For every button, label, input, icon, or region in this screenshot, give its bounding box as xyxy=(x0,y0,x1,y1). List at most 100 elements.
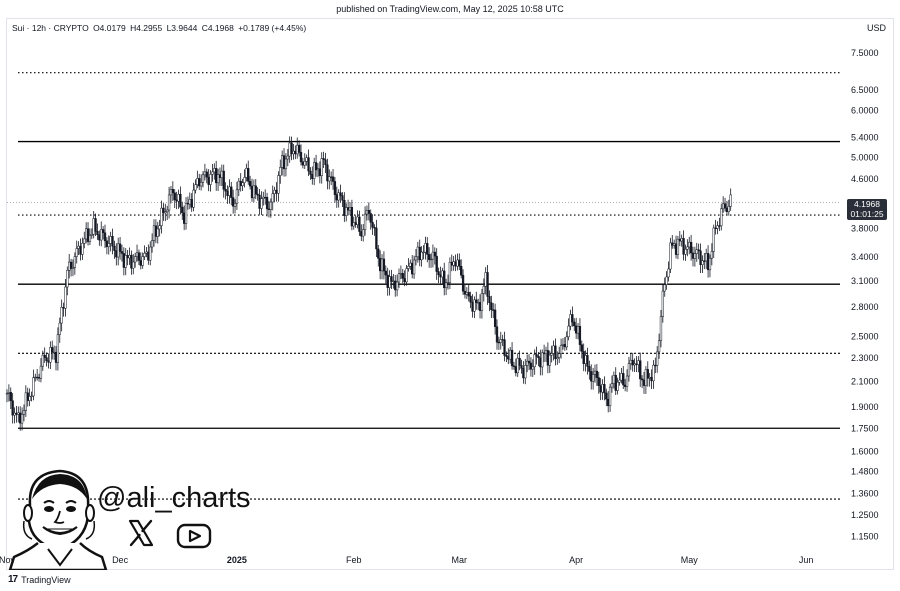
x-tick-label: Dec xyxy=(112,555,129,565)
candle-body xyxy=(322,158,325,161)
candle-body xyxy=(657,340,661,353)
candle-body xyxy=(301,161,305,166)
candle-body xyxy=(576,325,580,334)
high-value: H4.2955 xyxy=(130,23,163,33)
youtube-icon[interactable] xyxy=(176,522,212,550)
candle-body xyxy=(580,344,583,352)
candle-body xyxy=(279,167,282,176)
candle-body xyxy=(363,213,367,230)
candle-body xyxy=(286,155,289,160)
candle-body xyxy=(328,176,331,182)
candle-body xyxy=(152,225,156,241)
candle-body xyxy=(710,251,713,259)
candle-body xyxy=(356,216,359,225)
candle-body xyxy=(24,392,27,411)
y-tick-label: 6.0000 xyxy=(851,106,879,116)
candle-body xyxy=(373,227,376,229)
candle-body xyxy=(599,385,602,393)
candle-body xyxy=(629,359,632,364)
chart-frame[interactable] xyxy=(6,18,894,570)
tradingview-logo-text: TradingView xyxy=(21,574,71,585)
tradingview-logo[interactable]: 17 TradingView xyxy=(8,574,71,585)
candle-body xyxy=(426,243,429,255)
y-tick-label: 2.3000 xyxy=(851,353,879,363)
candle-body xyxy=(320,158,323,176)
candle-body xyxy=(510,349,514,367)
candle-body xyxy=(377,248,380,259)
candle-body xyxy=(720,208,723,227)
candle-body xyxy=(15,412,18,415)
candle-body xyxy=(697,249,700,252)
candle-body xyxy=(9,392,12,401)
candle-body xyxy=(307,157,310,172)
candle-body xyxy=(567,325,570,338)
y-tick-label: 1.4800 xyxy=(851,466,879,476)
candle-body xyxy=(414,256,418,261)
candle-body xyxy=(331,176,335,182)
candle-body xyxy=(531,366,534,370)
candle-body xyxy=(392,280,395,283)
candle-body xyxy=(654,364,657,367)
candle-body xyxy=(218,174,222,178)
y-tick-label: 1.6000 xyxy=(851,446,879,456)
candle-body xyxy=(435,255,438,272)
candle-body xyxy=(439,274,442,278)
candle-body xyxy=(397,273,401,283)
candle-body xyxy=(101,229,105,233)
candle-body xyxy=(64,286,67,309)
candle-body xyxy=(661,290,664,317)
candle-body xyxy=(588,366,591,372)
candle-body xyxy=(128,254,131,259)
candle-body xyxy=(428,254,431,260)
y-tick-label: 3.8000 xyxy=(851,223,879,233)
candle-body xyxy=(535,354,538,357)
candle-body xyxy=(429,258,433,261)
candle-body xyxy=(47,360,50,363)
candle-body xyxy=(173,192,176,201)
candle-body xyxy=(19,412,22,424)
candle-body xyxy=(252,185,256,199)
candle-body xyxy=(431,251,435,260)
candle-body xyxy=(216,174,220,184)
x-tick-label: Jun xyxy=(799,555,814,565)
x-logo-icon[interactable] xyxy=(126,518,156,548)
candle-body xyxy=(460,266,463,276)
candle-body xyxy=(591,374,595,382)
candle-body xyxy=(22,410,26,415)
candle-body xyxy=(725,207,729,213)
y-tick-label: 3.1000 xyxy=(851,276,879,286)
candle-body xyxy=(367,210,370,214)
candle-body xyxy=(66,270,69,288)
candle-body xyxy=(520,365,523,369)
candle-body xyxy=(343,200,346,216)
last-price-value: 4.1968 xyxy=(854,199,880,209)
candle-body xyxy=(622,373,625,386)
symbol-legend: Sui · 12h · CRYPTO O4.0179 H4.2955 L3.96… xyxy=(12,23,308,33)
candle-body xyxy=(105,240,109,248)
candle-body xyxy=(526,360,529,366)
change-value: +0.1789 (+4.45%) xyxy=(238,23,307,33)
candle-body xyxy=(337,192,340,201)
candle-body xyxy=(81,242,84,255)
candle-body xyxy=(614,374,617,391)
candle-body xyxy=(499,339,502,343)
candle-body xyxy=(235,189,239,204)
candle-body xyxy=(569,314,572,327)
candle-body xyxy=(607,398,610,407)
candle-body xyxy=(141,256,144,266)
candle-body xyxy=(463,290,467,295)
candle-body xyxy=(86,228,90,242)
candle-body xyxy=(420,251,423,261)
candle-body xyxy=(134,256,137,263)
candle-body xyxy=(695,249,698,254)
candle-body xyxy=(36,376,39,379)
candle-body xyxy=(627,363,631,377)
currency-label[interactable]: USD xyxy=(866,23,886,33)
candle-body xyxy=(43,354,46,358)
candle-body xyxy=(352,222,355,227)
candle-body xyxy=(124,255,127,268)
candle-body xyxy=(512,365,516,367)
candle-body xyxy=(503,339,506,356)
candle-body xyxy=(348,207,352,211)
